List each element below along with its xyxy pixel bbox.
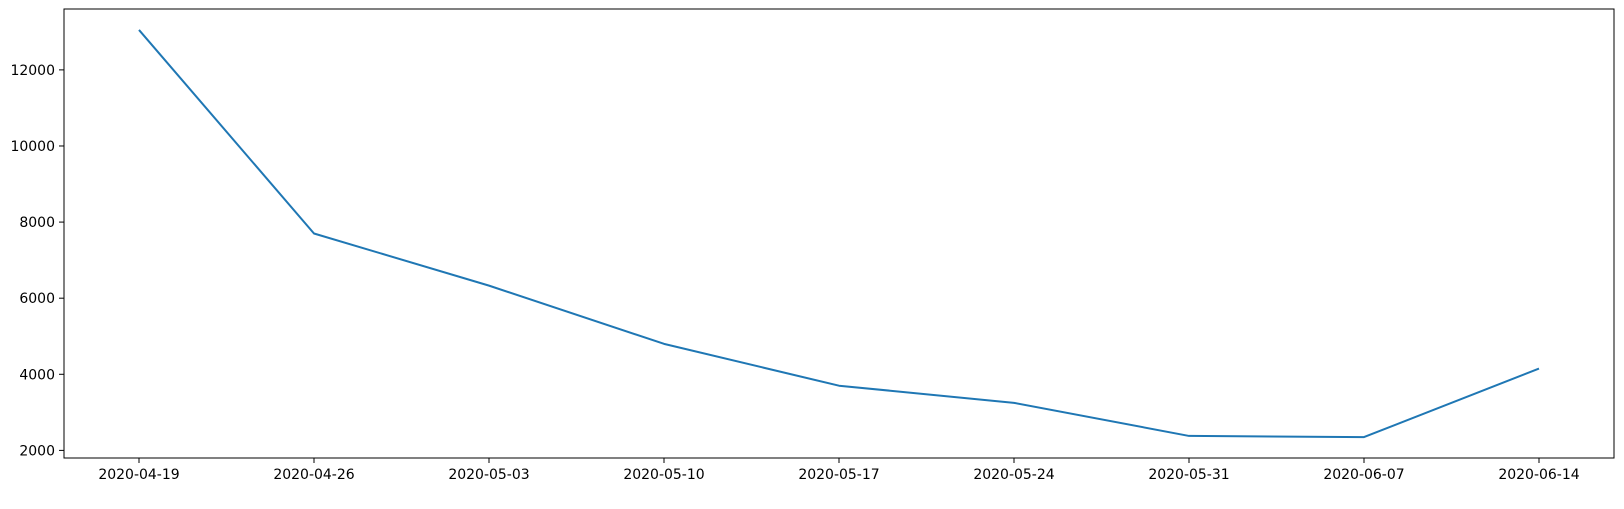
y-tick-label: 8000 <box>19 215 55 231</box>
y-tick-label: 12000 <box>10 63 55 79</box>
plot-area <box>138 29 1540 439</box>
axes-frame <box>63 8 1615 459</box>
y-tick-label: 2000 <box>19 443 55 459</box>
x-tick-label: 2020-05-03 <box>448 467 529 483</box>
x-tick-label: 2020-06-14 <box>1498 467 1579 483</box>
x-tick-label: 2020-05-10 <box>623 467 704 483</box>
y-tick-label: 6000 <box>19 291 55 307</box>
series-line-0 <box>138 29 1540 439</box>
x-tick-label: 2020-04-26 <box>273 467 354 483</box>
y-tick-label: 10000 <box>10 139 55 155</box>
y-axis-ticks: 2000 4000 6000 8000 10000 12000 <box>10 63 64 459</box>
x-tick-label: 2020-05-31 <box>1148 467 1229 483</box>
x-axis-ticks: 2020-04-19 2020-04-26 2020-05-03 2020-05-10… <box>98 458 1580 483</box>
x-tick-label: 2020-04-19 <box>98 467 179 483</box>
x-tick-label: 2020-05-17 <box>798 467 879 483</box>
x-tick-label: 2020-05-24 <box>973 467 1054 483</box>
y-tick-label: 4000 <box>19 367 55 383</box>
x-tick-label: 2020-06-07 <box>1323 467 1404 483</box>
